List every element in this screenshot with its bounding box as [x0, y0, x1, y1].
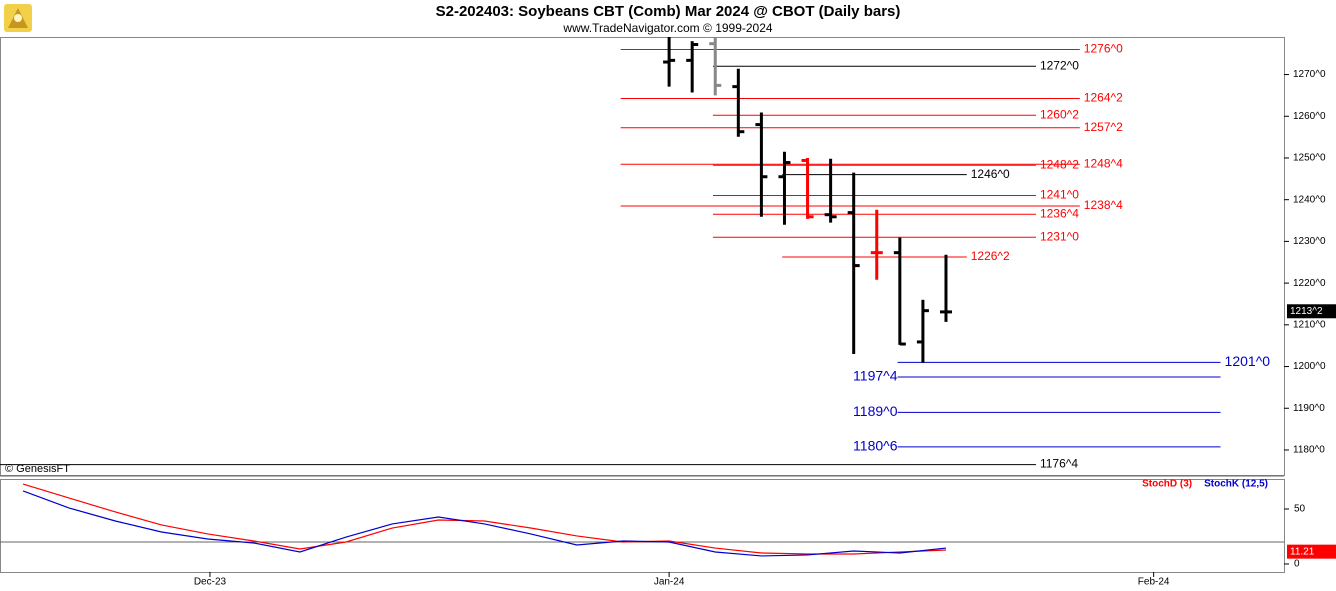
y-tick-label: 1240^0 [1293, 194, 1326, 205]
legend-entry: StochK (12,5) [1204, 479, 1268, 490]
y-tick-label: 1180^0 [1293, 445, 1325, 456]
last-price-label: 1213^2 [1290, 306, 1323, 317]
level-label: 1264^2 [1084, 91, 1123, 105]
y-tick-label: 0 [1294, 559, 1300, 570]
level-label: 1226^2 [971, 249, 1010, 263]
y-tick-label: 1210^0 [1293, 319, 1326, 330]
last-price-box [1287, 304, 1336, 319]
x-tick-label: Dec-23 [194, 577, 227, 588]
level-label: 1197^4 [853, 368, 898, 384]
price-panel [0, 37, 1285, 476]
stoch-panel [0, 479, 1285, 573]
last-value-box [1287, 544, 1336, 559]
y-tick-label: 1270^0 [1293, 69, 1326, 80]
level-label: 1231^0 [1040, 229, 1079, 243]
level-label: 1201^0 [1225, 353, 1271, 369]
level-label: 1248^4 [1084, 156, 1123, 170]
level-label: 1176^4 [1040, 457, 1078, 471]
y-tick-label: 1220^0 [1293, 278, 1326, 289]
y-tick-label: 50 [1294, 504, 1306, 515]
level-label: 1189^0 [853, 403, 898, 419]
chart-title: S2-202403: Soybeans CBT (Comb) Mar 2024 … [436, 3, 901, 20]
x-tick-label: Jan-24 [654, 577, 685, 588]
level-label: 1180^6 [853, 438, 898, 454]
chart-subtitle: www.TradeNavigator.com © 1999-2024 [562, 21, 772, 35]
level-label: 1260^2 [1040, 107, 1079, 121]
level-label: 1241^0 [1040, 188, 1079, 202]
annotation: © GenesisFT [5, 463, 70, 475]
y-tick-label: 1230^0 [1293, 236, 1326, 247]
level-label: 1276^0 [1084, 42, 1123, 56]
level-label: 1272^0 [1040, 58, 1079, 72]
logo [4, 4, 32, 32]
last-value-label: 11.21 [1290, 546, 1315, 557]
level-label: 1236^4 [1040, 206, 1079, 220]
series-line [22, 490, 947, 557]
level-label: 1238^4 [1084, 198, 1123, 212]
legend-entry: StochD (3) [1142, 479, 1192, 490]
series-line [22, 483, 947, 555]
y-tick-label: 1190^0 [1293, 403, 1325, 414]
y-tick-label: 1200^0 [1293, 361, 1326, 372]
level-label: 1257^2 [1084, 120, 1123, 134]
y-tick-label: 1250^0 [1293, 153, 1326, 164]
y-tick-label: 1260^0 [1293, 111, 1326, 122]
level-label: 1246^0 [971, 167, 1010, 181]
x-tick-label: Feb-24 [1138, 577, 1170, 588]
